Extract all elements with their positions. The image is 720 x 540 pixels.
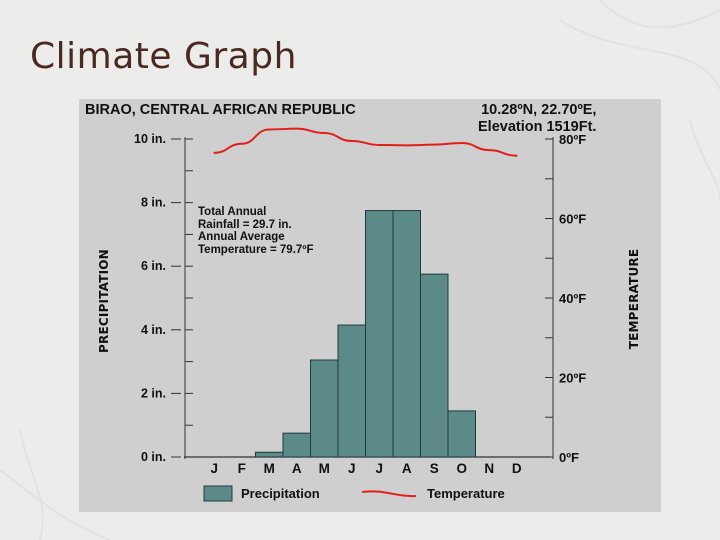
temperature-point bbox=[515, 154, 518, 157]
month-tick-label: D bbox=[512, 461, 522, 476]
chart-annotation: Total Annual Rainfall = 29.7 in. Annual … bbox=[198, 206, 314, 256]
y-axis-title-right: TEMPERATURE bbox=[627, 248, 641, 350]
precipitation-bar bbox=[282, 432, 311, 458]
right-tick-label: 20ºF bbox=[559, 371, 586, 386]
annotation-line-1: Total Annual bbox=[198, 206, 267, 218]
month-tick-label: M bbox=[319, 461, 330, 476]
temperature-point bbox=[350, 140, 353, 142]
legend-swatch-precipitation bbox=[203, 485, 233, 502]
temperature-point bbox=[405, 144, 408, 147]
month-tick-label: J bbox=[210, 461, 218, 476]
precipitation-bar bbox=[255, 451, 284, 458]
left-tick-label: 4 in. bbox=[141, 323, 166, 337]
month-tick-label: J bbox=[348, 461, 356, 476]
precipitation-bar bbox=[337, 324, 366, 458]
precipitation-bar bbox=[447, 410, 476, 458]
temperature-point bbox=[460, 142, 463, 144]
month-tick-label: J bbox=[375, 461, 383, 476]
left-tick-label: 6 in. bbox=[141, 259, 166, 273]
month-tick-label: A bbox=[402, 461, 412, 476]
precipitation-bar bbox=[392, 210, 421, 458]
legend-swatch-temperature bbox=[361, 490, 417, 498]
temperature-point bbox=[268, 128, 271, 131]
month-tick-label: N bbox=[484, 461, 494, 476]
left-tick-label: 10 in. bbox=[134, 132, 166, 146]
slide-title: Climate Graph bbox=[30, 36, 297, 77]
annotation-line-3: Annual Average bbox=[198, 231, 285, 243]
left-tick-label: 2 in. bbox=[141, 386, 166, 400]
temperature-point bbox=[240, 142, 243, 145]
temperature-point bbox=[323, 132, 326, 134]
month-tick-label: S bbox=[430, 461, 439, 476]
y-axis-title-left: PRECIPITATION bbox=[97, 249, 111, 353]
precipitation-bar bbox=[420, 273, 449, 458]
temperature-point bbox=[213, 152, 216, 154]
temperature-point bbox=[378, 144, 381, 146]
annotation-line-4: Temperature = 79.7ºF bbox=[198, 243, 314, 256]
month-tick-label: M bbox=[264, 461, 275, 476]
temperature-point bbox=[295, 127, 298, 130]
left-tick-label: 0 in. bbox=[141, 450, 166, 464]
chart-title-coordinates-line1: 10.28ºN, 22.70ºE, bbox=[481, 102, 597, 118]
climate-chart: 0 in. 2 in. 4 in. 6 in. 8 in. 10 in. 0ºF 20ºF 40… bbox=[134, 127, 586, 502]
legend-label-precipitation: Precipitation bbox=[241, 486, 320, 501]
legend-label-temperature: Temperature bbox=[427, 486, 505, 501]
right-tick-label: 60ºF bbox=[559, 212, 586, 227]
left-tick-label: 8 in. bbox=[141, 196, 166, 210]
precipitation-bar bbox=[310, 359, 339, 458]
chart-title-location: BIRAO, CENTRAL AFRICAN REPUBLIC bbox=[85, 102, 356, 118]
chart-title-coordinates: 10.28ºN, 22.70ºE, Elevation 1519Ft. bbox=[478, 102, 596, 136]
temperature-line bbox=[214, 127, 517, 157]
month-tick-label: F bbox=[238, 461, 246, 476]
month-tick-label: A bbox=[292, 461, 302, 476]
precipitation-bar bbox=[365, 210, 394, 458]
temperature-point bbox=[488, 149, 491, 152]
temperature-point bbox=[433, 143, 436, 146]
right-tick-label: 40ºF bbox=[559, 291, 586, 306]
annotation-line-2: Rainfall = 29.7 in. bbox=[198, 218, 292, 231]
right-tick-label: 80ºF bbox=[559, 132, 586, 147]
right-tick-label: 0ºF bbox=[559, 450, 579, 465]
chart-title-elevation: Elevation 1519Ft. bbox=[478, 119, 597, 135]
month-tick-label: O bbox=[456, 461, 467, 476]
